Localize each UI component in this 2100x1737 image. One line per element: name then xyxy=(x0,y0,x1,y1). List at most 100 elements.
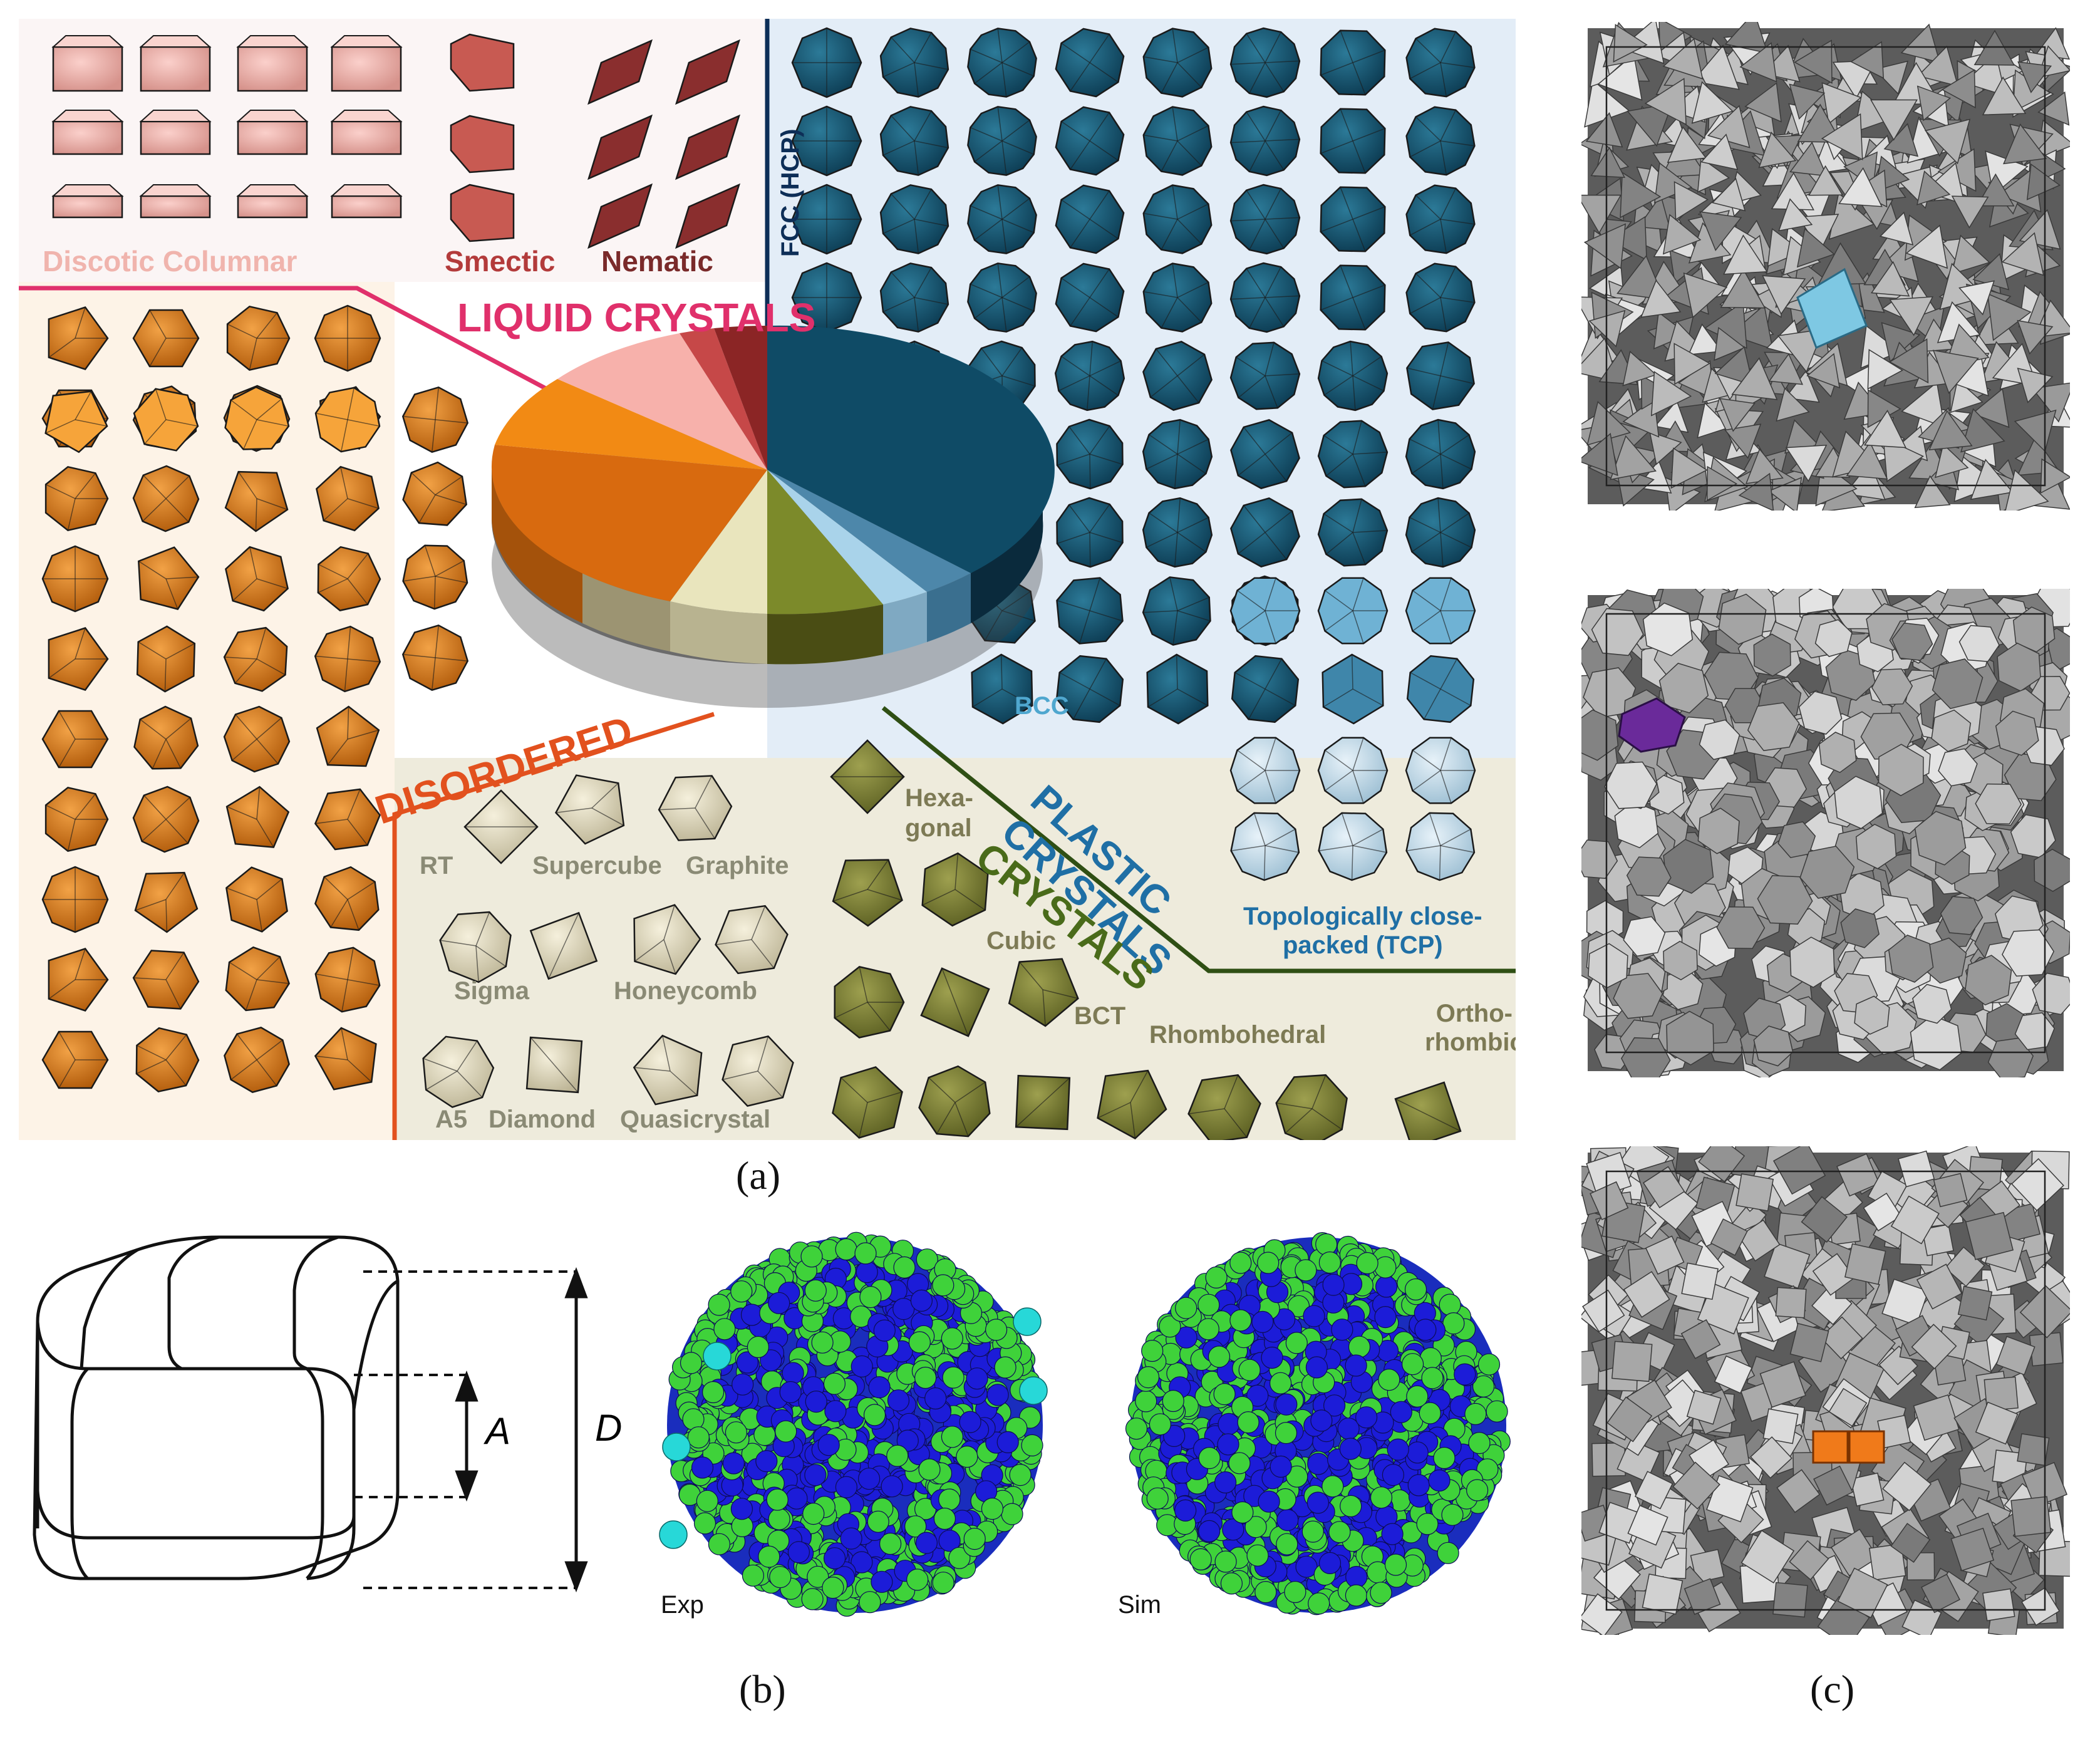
rt-label: RT xyxy=(420,852,453,879)
nanoparticle xyxy=(1001,1503,1023,1525)
nanoparticle xyxy=(742,1564,764,1587)
nanoparticle xyxy=(1125,1418,1148,1440)
crystal-olive-shapes xyxy=(830,739,1462,1140)
discotic-prism xyxy=(140,46,211,92)
bcc-label: BCC xyxy=(1015,692,1069,720)
nanoparticle xyxy=(1387,1438,1409,1461)
nanoparticle xyxy=(1237,1411,1259,1434)
nanoparticle xyxy=(1276,1509,1299,1532)
nanoparticle xyxy=(1214,1471,1237,1494)
packed-particle xyxy=(1935,443,1969,479)
bcc-shapes xyxy=(971,653,1475,725)
nanoparticle xyxy=(1257,1252,1280,1274)
nanoparticle xyxy=(932,1274,954,1297)
packed-particle xyxy=(1622,398,1660,438)
packed-particle xyxy=(1585,112,1623,148)
packed-particle xyxy=(1576,194,1622,234)
packed-particle xyxy=(1666,1010,1714,1066)
nanoparticle xyxy=(1174,1499,1197,1522)
crystal-polyhedron xyxy=(633,904,701,975)
nematic-prism xyxy=(587,114,653,180)
sim-label: Sim xyxy=(1118,1591,1161,1619)
nanoparticle xyxy=(730,1498,753,1520)
discotic-prism xyxy=(52,120,123,155)
packed-particle xyxy=(1870,261,1910,297)
smectic-shapes xyxy=(450,33,515,242)
exp-cluster: Exp xyxy=(651,1221,1058,1629)
nanoparticle xyxy=(910,1289,933,1312)
panel-a-graphic xyxy=(19,19,1516,1140)
packed-particle xyxy=(1591,1442,1626,1477)
packed-particle xyxy=(2040,458,2072,494)
packed-particle xyxy=(1900,23,1941,63)
tcp-label-line-1: Topologically close- xyxy=(1243,903,1482,930)
nanoparticle xyxy=(856,1261,878,1283)
discotic-prism xyxy=(331,46,402,92)
nanoparticle xyxy=(787,1541,810,1563)
nanoparticle xyxy=(1340,1495,1362,1517)
packed-particle xyxy=(1590,1181,1629,1220)
packed-particle xyxy=(1762,1408,1799,1444)
packed-particle xyxy=(1950,1527,1995,1572)
nanoparticle xyxy=(1345,1354,1367,1377)
packed-particle xyxy=(1863,1192,1902,1231)
nanoparticle xyxy=(1009,1464,1032,1486)
disordered-polyhedron xyxy=(133,705,199,770)
nanoparticle xyxy=(1370,1486,1393,1509)
pie-slice-disordered xyxy=(491,445,767,601)
nanoparticle xyxy=(892,1298,915,1320)
packed-particle xyxy=(1951,195,1989,229)
simulation-box xyxy=(1605,613,2046,1054)
packed-particle xyxy=(1772,1582,1808,1618)
packed-particle xyxy=(1597,53,1643,101)
nanoparticle xyxy=(1238,1359,1261,1381)
packed-particle xyxy=(2029,1332,2064,1367)
discotic-columnar-shapes xyxy=(51,35,403,219)
orthorhombic-label-line-1: Ortho- xyxy=(1435,1000,1513,1027)
nanoparticle xyxy=(1021,1434,1043,1456)
packed-particle xyxy=(1714,326,1746,361)
packed-particle xyxy=(1606,1396,1653,1443)
packed-particle xyxy=(1711,177,1746,212)
packed-particle xyxy=(1819,1316,1863,1360)
packed-particle xyxy=(1750,1436,1792,1479)
packed-particle xyxy=(1607,215,1647,261)
packed-particle xyxy=(1821,113,1863,160)
nanoparticle xyxy=(1421,1367,1444,1389)
nanoparticle xyxy=(1220,1572,1243,1595)
pie-chart xyxy=(491,325,1055,708)
packed-particle xyxy=(1626,856,1672,897)
packed-particle xyxy=(1744,82,1782,123)
pie-slice-disordered-light xyxy=(495,379,767,470)
nanoparticle xyxy=(941,1426,963,1448)
packed-particle xyxy=(1789,1322,1829,1362)
nanoparticle xyxy=(1146,1487,1169,1510)
nanoparticle xyxy=(1162,1389,1184,1413)
crystal-polyhedron xyxy=(554,774,625,845)
packed-particle xyxy=(1821,82,1862,125)
pie-slice-nematic xyxy=(714,325,767,470)
nanoparticle xyxy=(924,1387,947,1410)
nanoparticle xyxy=(1308,1592,1330,1615)
packed-particle xyxy=(1911,1324,1957,1370)
nanoparticle xyxy=(986,1384,1009,1406)
nanoparticle xyxy=(858,1468,881,1490)
packed-particle xyxy=(1806,353,1841,389)
nanoparticle xyxy=(916,1248,938,1271)
packed-particle xyxy=(1583,223,1626,269)
pie-slice-crystals-light xyxy=(670,470,767,614)
pie-slice-fcc xyxy=(767,325,1055,573)
packed-particle xyxy=(1828,1387,1868,1427)
nanoparticle xyxy=(1301,1520,1324,1543)
packed-particle xyxy=(1982,1588,2015,1622)
packed-particle xyxy=(1854,995,1890,1035)
highlighted-particle xyxy=(1812,1430,1849,1464)
nanoparticle xyxy=(755,1450,778,1473)
packed-particle xyxy=(1627,1505,1668,1546)
nematic-label: Nematic xyxy=(601,245,713,277)
packed-particle xyxy=(1706,465,1738,502)
packed-particle xyxy=(1916,85,1952,122)
nanoparticle-cyan xyxy=(1019,1376,1048,1405)
caption-c: (c) xyxy=(1810,1667,1855,1711)
discotic-prism xyxy=(52,46,123,92)
